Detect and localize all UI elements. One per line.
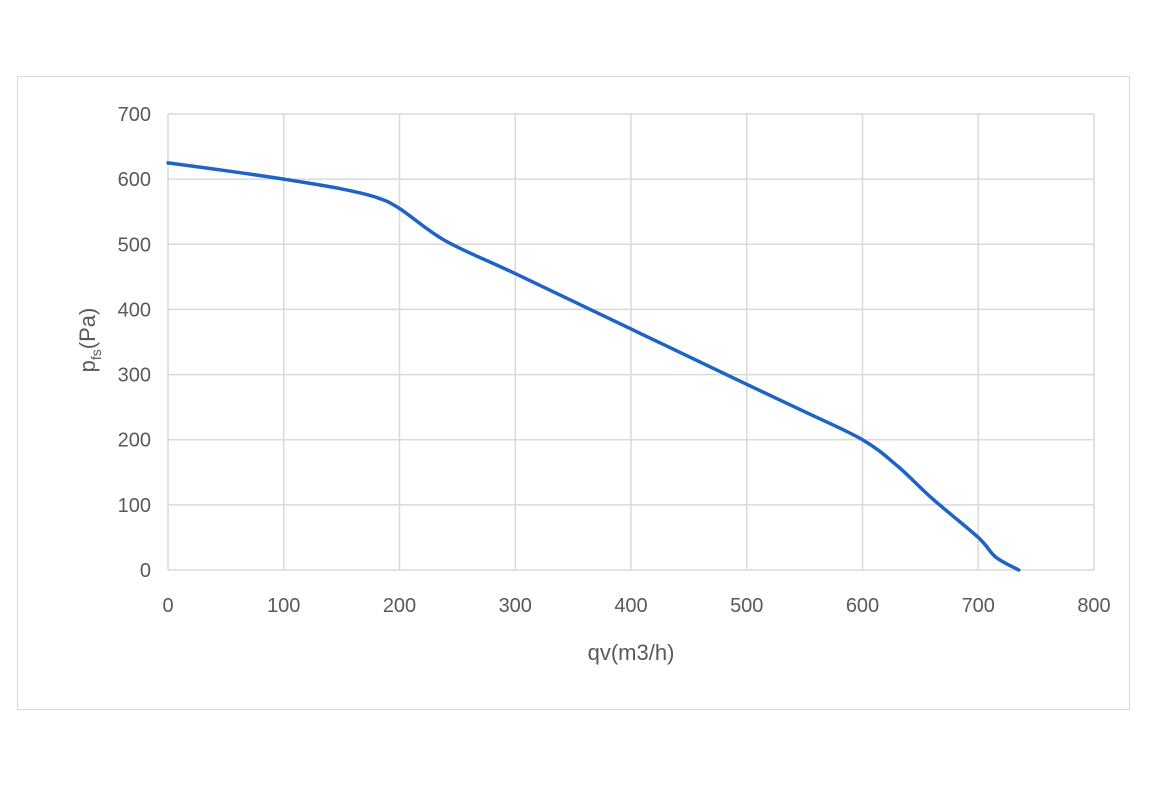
y-tick-label: 400 (118, 299, 151, 321)
y-tick-labels: 0 100 200 300 400 500 600 700 (118, 104, 151, 582)
x-tick-label: 100 (267, 595, 300, 617)
series-line (166, 161, 1021, 572)
x-tick-label: 700 (962, 595, 995, 617)
x-tick-label: 300 (499, 595, 532, 617)
x-tick-label: 0 (162, 595, 173, 617)
x-tick-label: 200 (383, 595, 416, 617)
y-axis-title-suffix: (Pa) (75, 308, 100, 350)
y-tick-label: 700 (118, 104, 151, 126)
x-tick-label: 500 (730, 595, 763, 617)
x-tick-label: 800 (1077, 595, 1110, 617)
line-chart: 0 100 200 300 400 500 600 700 0 100 200 300 400 500 6… (75, 104, 1111, 665)
y-tick-label: 600 (118, 169, 151, 191)
x-axis-title: qv(m3/h) (588, 640, 675, 665)
y-tick-label: 0 (140, 560, 151, 582)
y-axis-title-subscript: fs (88, 349, 104, 360)
x-tick-label: 400 (614, 595, 647, 617)
x-tick-labels: 0 100 200 300 400 500 600 700 800 (162, 595, 1110, 617)
y-axis-title-main: p (75, 360, 100, 372)
y-tick-label: 300 (118, 365, 151, 387)
y-tick-label: 500 (118, 234, 151, 256)
y-axis-title: pfs(Pa) (75, 308, 104, 373)
chart-frame: 0 100 200 300 400 500 600 700 0 100 200 300 400 500 6… (17, 76, 1130, 710)
grid-lines (167, 113, 1095, 571)
y-tick-label: 100 (118, 495, 151, 517)
y-tick-label: 200 (118, 430, 151, 452)
x-tick-label: 600 (846, 595, 879, 617)
